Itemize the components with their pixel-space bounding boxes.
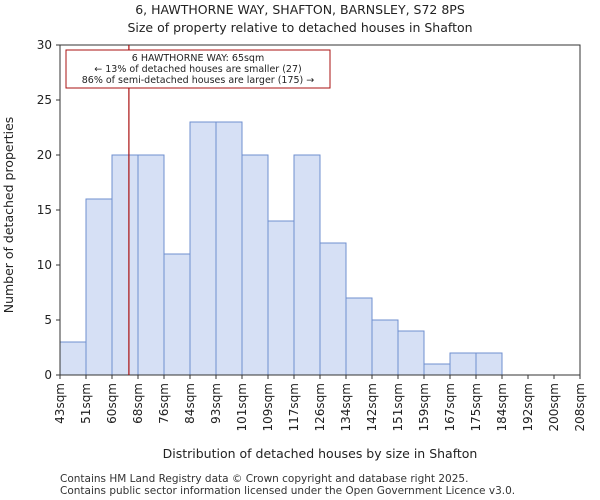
bar-142sqm (371, 319, 399, 376)
bar-159sqm (423, 363, 451, 376)
x-tick-label: 167sqm (443, 383, 457, 431)
y-tick-label: 20 (37, 148, 52, 162)
bar-126sqm (319, 242, 347, 376)
x-tick-label: 192sqm (521, 383, 535, 431)
x-tick-label: 142sqm (365, 383, 379, 431)
bar-84sqm (189, 121, 217, 376)
x-tick-label: 151sqm (391, 383, 405, 431)
chart-subtitle: Size of property relative to detached ho… (127, 20, 472, 35)
bars-group (59, 121, 503, 376)
annotation-border (65, 49, 331, 89)
bar-43sqm (59, 341, 87, 376)
y-tick-label: 30 (37, 38, 52, 52)
bar-117sqm (293, 154, 321, 376)
x-tick-label: 101sqm (235, 383, 249, 431)
footer-line-1: Contains HM Land Registry data © Crown c… (60, 473, 469, 485)
x-axis-ticks: 43sqm 51sqm 60sqm 68sqm 76sqm 84sqm 93sqm 101sq… (53, 375, 587, 431)
bar-93sqm (215, 121, 243, 376)
x-tick-label: 109sqm (261, 383, 275, 431)
x-tick-label: 208sqm (573, 383, 587, 431)
annotation-line-3: 86% of semi-detached houses are larger (… (82, 75, 315, 86)
bar-134sqm (345, 297, 373, 376)
bar-151sqm (397, 330, 425, 376)
y-tick-label: 25 (37, 93, 52, 107)
x-axis-label: Distribution of detached houses by size … (163, 446, 478, 461)
bar-101sqm (241, 154, 269, 376)
y-tick-label: 10 (37, 258, 52, 272)
y-tick-label: 0 (44, 368, 52, 382)
annotation-line-1: 6 HAWTHORNE WAY: 65sqm (132, 53, 264, 64)
bar-175sqm (475, 352, 503, 376)
x-tick-label: 93sqm (209, 383, 223, 424)
y-axis-label: Number of detached properties (1, 117, 16, 314)
bar-109sqm (267, 220, 295, 376)
x-tick-label: 175sqm (469, 383, 483, 431)
x-tick-label: 76sqm (157, 383, 171, 424)
x-tick-label: 117sqm (287, 383, 301, 431)
x-tick-label: 200sqm (547, 383, 561, 431)
y-tick-label: 5 (44, 313, 52, 327)
y-tick-label: 15 (37, 203, 52, 217)
bar-51sqm (85, 198, 113, 376)
bar-60sqm (111, 154, 139, 376)
chart-title: 6, HAWTHORNE WAY, SHAFTON, BARNSLEY, S72… (135, 2, 465, 17)
bar-68sqm (137, 154, 165, 376)
y-axis-ticks: 0 5 10 15 20 25 30 (37, 38, 60, 382)
annotation-box: 6 HAWTHORNE WAY: 65sqm ← 13% of detached… (65, 49, 331, 89)
bar-167sqm (449, 352, 477, 376)
x-tick-label: 68sqm (131, 383, 145, 424)
bar-76sqm (163, 253, 191, 376)
x-tick-label: 60sqm (105, 383, 119, 424)
x-tick-label: 43sqm (53, 383, 67, 424)
x-tick-label: 134sqm (339, 383, 353, 431)
x-tick-label: 159sqm (417, 383, 431, 431)
x-tick-label: 84sqm (183, 383, 197, 424)
plot-frame (59, 44, 581, 376)
x-tick-label: 51sqm (79, 383, 93, 424)
annotation-line-2: ← 13% of detached houses are smaller (27… (94, 64, 301, 75)
footer-line-2: Contains public sector information licen… (60, 485, 516, 497)
x-tick-label: 184sqm (495, 383, 509, 431)
x-tick-label: 126sqm (313, 383, 327, 431)
